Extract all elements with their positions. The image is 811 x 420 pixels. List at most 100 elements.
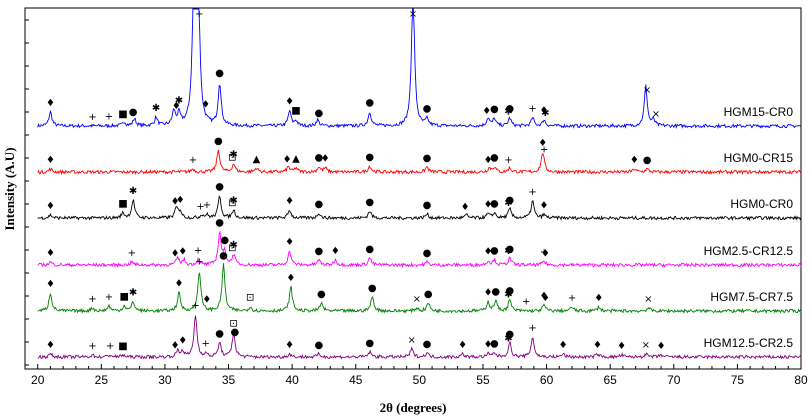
phase-marker-plus: + (191, 301, 199, 312)
phase-marker-square: ■ (118, 109, 127, 120)
phase-marker-circle: ● (317, 289, 326, 300)
phase-marker-circle: ● (505, 195, 514, 206)
phase-marker-star: ✱ (229, 196, 237, 207)
phase-marker-circle: ● (365, 152, 374, 163)
phase-marker-circle: ● (215, 217, 224, 228)
phase-marker-diamond: ♦ (630, 155, 639, 166)
phase-marker-circle: ● (365, 338, 374, 349)
phase-marker-circle: ● (215, 182, 224, 193)
phase-marker-plus: + (106, 341, 114, 352)
phase-marker-star: ✱ (504, 289, 512, 300)
phase-marker-cross: × (642, 340, 650, 351)
phase-marker-star: ✱ (541, 108, 549, 119)
phase-marker-plus: + (528, 323, 536, 334)
phase-marker-plus: + (128, 248, 136, 259)
phase-marker-circle: ● (424, 289, 433, 300)
phase-marker-circle: ● (490, 246, 499, 257)
phase-marker-star: ✱ (504, 198, 512, 209)
phase-marker-diamond: ♦ (201, 99, 210, 110)
phase-marker-squarebox: ⊡ (228, 198, 236, 209)
phase-marker-cross: × (644, 294, 652, 305)
phase-marker-cross: × (409, 9, 417, 20)
phase-marker-plus: + (540, 247, 548, 258)
phase-marker-circle: ● (423, 339, 432, 350)
phase-marker-star: ✱ (229, 150, 237, 161)
phase-marker-diamond: ♦ (286, 273, 295, 284)
phase-marker-plus: + (105, 112, 113, 123)
phase-marker-diamond: ♦ (538, 138, 547, 149)
phase-marker-circle: ● (490, 199, 499, 210)
phase-marker-circle: ● (365, 244, 374, 255)
phase-marker-cross: × (408, 335, 416, 346)
x-tick-label: 60 (540, 373, 554, 387)
series-label-0: HGM15-CR0 (724, 105, 794, 119)
phase-marker-diamond: ♦ (540, 106, 549, 117)
phase-marker-diamond: ♦ (46, 155, 55, 166)
phase-marker-plus: + (195, 257, 203, 268)
phase-marker-plus: + (568, 293, 576, 304)
phase-marker-diamond: ♦ (46, 279, 55, 290)
series-label-3: HGM2.5-CR12.5 (704, 244, 794, 258)
x-tick-label: 55 (476, 373, 490, 387)
x-tick-label: 80 (794, 373, 808, 387)
phase-marker-star: ✱ (129, 288, 137, 299)
phase-marker-diamond: ♦ (484, 200, 493, 211)
phase-marker-diamond: ♦ (285, 237, 294, 248)
phase-marker-circle: ● (505, 104, 514, 115)
phase-marker-diamond: ♦ (461, 202, 470, 213)
phase-marker-plus: + (504, 155, 512, 166)
phase-marker-circle: ● (314, 199, 323, 210)
x-axis-title: 2θ (degrees) (380, 400, 447, 415)
phase-marker-diamond: ♦ (171, 197, 180, 208)
phase-marker-circle: ● (314, 153, 323, 164)
phase-marker-diamond: ♦ (540, 201, 549, 212)
phase-marker-diamond: ♦ (171, 340, 180, 351)
plot-frame (24, 7, 802, 370)
phase-marker-diamond: ♦ (178, 335, 187, 346)
series-group (37, 8, 802, 360)
phase-marker-diamond: ♦ (482, 106, 491, 117)
phase-marker-plus: + (522, 297, 530, 308)
phase-marker-triangle: ▲ (253, 154, 261, 165)
phase-marker-cross: × (413, 294, 421, 305)
phase-marker-circle: ● (220, 235, 229, 246)
phase-marker-diamond: ♦ (46, 201, 55, 212)
phase-marker-circle: ● (365, 197, 374, 208)
phase-marker-plus: + (540, 145, 548, 156)
phase-marker-square: ■ (118, 341, 127, 352)
x-tick-label: 45 (349, 373, 363, 387)
phase-marker-circle: ● (314, 246, 323, 257)
phase-marker-diamond: ♦ (484, 340, 493, 351)
phase-marker-circle: ● (423, 200, 432, 211)
x-tick-label: 65 (604, 373, 618, 387)
phase-marker-diamond: ♦ (283, 154, 292, 165)
phase-marker-diamond: ♦ (559, 340, 568, 351)
phase-marker-circle: ● (314, 108, 323, 119)
y-axis-title: Intensity (A.U) (2, 147, 17, 230)
phase-marker-star: ✱ (152, 103, 160, 114)
phase-marker-diamond: ♦ (285, 196, 294, 207)
phase-marker-diamond: ♦ (540, 291, 549, 302)
phase-marker-circle: ● (491, 286, 500, 297)
phase-marker-diamond: ♦ (46, 98, 55, 109)
series-labels: HGM15-CR0 HGM0-CR15 HGM0-CR0 HGM2.5-CR12.5 H… (704, 105, 794, 350)
phase-marker-circle: ● (423, 104, 432, 115)
phase-marker-cross: × (643, 85, 651, 96)
phase-marker-diamond: ♦ (285, 340, 294, 351)
x-tick-label: 25 (95, 373, 109, 387)
x-tick-label: 75 (731, 373, 745, 387)
phase-marker-diamond: ♦ (593, 340, 602, 351)
series-line-0 (37, 8, 802, 130)
phase-marker-squarebox: ⊡ (229, 319, 237, 330)
phase-marker-diamond: ♦ (285, 96, 294, 107)
phase-marker-circle: ● (423, 248, 432, 259)
phase-marker-star: ✱ (129, 186, 137, 197)
phase-marker-circle: ● (643, 155, 652, 166)
phase-marker-circle: ● (365, 98, 374, 109)
phase-marker-plus: + (88, 294, 96, 305)
phase-marker-circle: ● (214, 136, 223, 147)
phase-marker-circle: ● (505, 286, 514, 297)
phase-marker-diamond: ♦ (594, 293, 603, 304)
phase-marker-circle: ● (219, 251, 228, 262)
